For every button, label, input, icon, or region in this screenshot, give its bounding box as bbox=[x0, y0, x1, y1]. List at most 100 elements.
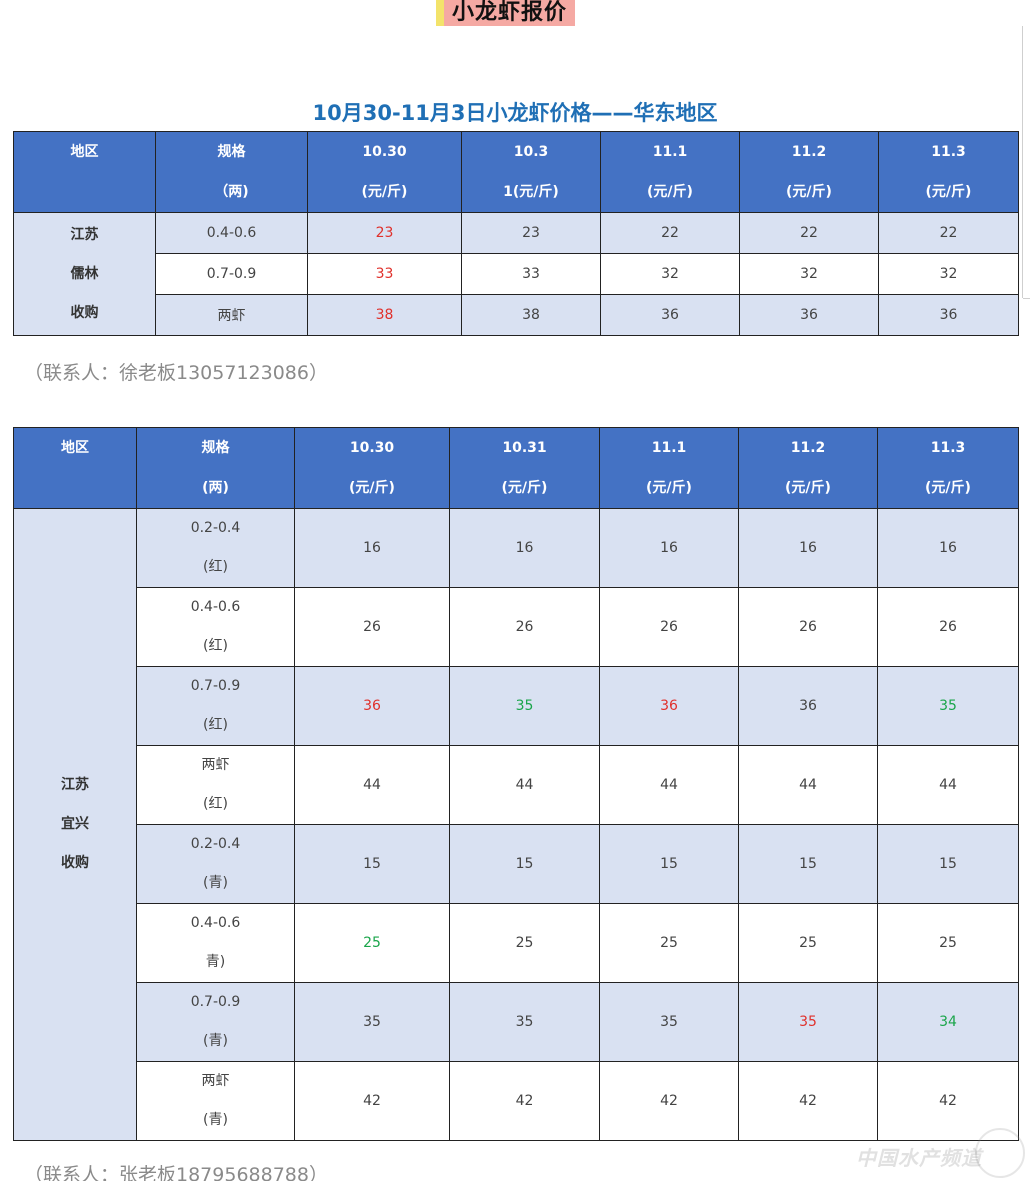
price-cell: 36 bbox=[878, 294, 1019, 336]
price-cell: 36 bbox=[738, 666, 878, 746]
header-date: 11.3 (元/斤) bbox=[878, 131, 1019, 213]
page-banner: 小龙虾报价 bbox=[436, 0, 576, 26]
price-cell: 26 bbox=[294, 587, 450, 667]
table-row: 两虾 (红) 44 44 44 44 44 bbox=[13, 745, 1019, 825]
price-cell: 32 bbox=[878, 253, 1019, 295]
price-cell: 42 bbox=[294, 1061, 450, 1141]
price-cell: 36 bbox=[599, 666, 739, 746]
price-cell: 42 bbox=[599, 1061, 739, 1141]
price-cell: 35 bbox=[294, 982, 450, 1062]
price-cell: 36 bbox=[294, 666, 450, 746]
spec-cell: 0.7-0.9 (红) bbox=[136, 666, 295, 746]
contact-line: （联系人：徐老板13057123086） bbox=[24, 362, 328, 384]
spec-cell: 0.7-0.9 bbox=[155, 253, 308, 295]
header-region: 地区 bbox=[13, 131, 156, 213]
price-table-rulin: 地区 规格 （两) 10.30 (元/斤) 10.3 1(元/斤) 11.1 (元/斤)… bbox=[13, 131, 1019, 336]
price-cell: 26 bbox=[877, 587, 1019, 667]
price-cell: 16 bbox=[599, 508, 739, 588]
price-cell: 44 bbox=[294, 745, 450, 825]
spec-cell: 0.4-0.6 (红) bbox=[136, 587, 295, 667]
banner-title: 小龙虾报价 bbox=[444, 0, 576, 26]
price-cell: 35 bbox=[449, 666, 600, 746]
right-divider bbox=[1022, 26, 1023, 298]
price-cell: 22 bbox=[739, 212, 879, 254]
table-row: 江苏 儒林 收购 0.4-0.6 23 23 22 22 22 bbox=[13, 212, 1019, 336]
header-region: 地区 bbox=[13, 427, 137, 509]
header-spec: 规格 （两) bbox=[155, 131, 308, 213]
price-cell: 35 bbox=[599, 982, 739, 1062]
table1-title: 10月30-11月3日小龙虾价格——华东地区 bbox=[312, 101, 718, 125]
price-cell: 35 bbox=[877, 666, 1019, 746]
spec-cell: 0.7-0.9 (青) bbox=[136, 982, 295, 1062]
price-cell: 25 bbox=[599, 903, 739, 983]
price-cell: 44 bbox=[877, 745, 1019, 825]
price-cell: 42 bbox=[877, 1061, 1019, 1141]
price-cell: 38 bbox=[307, 294, 462, 336]
price-cell: 25 bbox=[449, 903, 600, 983]
price-cell: 15 bbox=[599, 824, 739, 904]
price-cell: 42 bbox=[738, 1061, 878, 1141]
price-cell: 44 bbox=[599, 745, 739, 825]
spec-cell: 0.2-0.4 (红) bbox=[136, 508, 295, 588]
table-row: 0.4-0.6 青) 25 25 25 25 25 bbox=[13, 903, 1019, 983]
price-cell: 34 bbox=[877, 982, 1019, 1062]
spec-cell: 0.4-0.6 bbox=[155, 212, 308, 254]
price-cell: 35 bbox=[738, 982, 878, 1062]
price-table-yixing: 地区 规格 (两) 10.30 (元/斤) 10.31 (元/斤) 11.1 (元/斤)… bbox=[13, 427, 1019, 1141]
price-cell: 36 bbox=[600, 294, 740, 336]
right-divider-tick bbox=[1023, 298, 1030, 299]
region-cell: 江苏 宜兴 收购 bbox=[13, 508, 137, 1141]
price-cell: 44 bbox=[738, 745, 878, 825]
price-cell: 15 bbox=[294, 824, 450, 904]
price-cell: 23 bbox=[461, 212, 601, 254]
price-cell: 16 bbox=[294, 508, 450, 588]
price-cell: 32 bbox=[739, 253, 879, 295]
table-row: 两虾 (青) 42 42 42 42 42 bbox=[13, 1061, 1019, 1141]
table-row: 0.7-0.9 (红) 36 35 36 36 35 bbox=[13, 666, 1019, 746]
spec-cell: 两虾 (青) bbox=[136, 1061, 295, 1141]
price-cell: 38 bbox=[461, 294, 601, 336]
table-row: 0.7-0.9 (青) 35 35 35 35 34 bbox=[13, 982, 1019, 1062]
price-cell: 16 bbox=[877, 508, 1019, 588]
price-cell: 15 bbox=[877, 824, 1019, 904]
spec-cell: 0.4-0.6 青) bbox=[136, 903, 295, 983]
table-row: 0.4-0.6 (红) 26 26 26 26 26 bbox=[13, 587, 1019, 667]
table-row: 两虾 38 38 36 36 36 bbox=[13, 294, 1019, 336]
price-cell: 44 bbox=[449, 745, 600, 825]
header-date: 11.2 (元/斤) bbox=[738, 427, 878, 509]
price-cell: 15 bbox=[449, 824, 600, 904]
header-date: 11.1 (元/斤) bbox=[600, 131, 740, 213]
price-cell: 26 bbox=[599, 587, 739, 667]
price-cell: 16 bbox=[738, 508, 878, 588]
price-cell: 26 bbox=[449, 587, 600, 667]
header-date: 11.2 (元/斤) bbox=[739, 131, 879, 213]
price-cell: 35 bbox=[449, 982, 600, 1062]
price-cell: 25 bbox=[294, 903, 450, 983]
watermark-text: 中国水产频道 bbox=[856, 1146, 982, 1170]
price-cell: 32 bbox=[600, 253, 740, 295]
region-cell: 江苏 儒林 收购 bbox=[13, 212, 156, 336]
header-date: 11.3 (元/斤) bbox=[877, 427, 1019, 509]
price-cell: 33 bbox=[461, 253, 601, 295]
header-date: 10.31(元/斤) bbox=[449, 427, 600, 509]
price-cell: 25 bbox=[738, 903, 878, 983]
price-cell: 36 bbox=[739, 294, 879, 336]
header-date: 10.30 (元/斤) bbox=[294, 427, 450, 509]
spec-cell: 0.2-0.4 (青) bbox=[136, 824, 295, 904]
header-spec: 规格 (两) bbox=[136, 427, 295, 509]
price-cell: 33 bbox=[307, 253, 462, 295]
price-cell: 23 bbox=[307, 212, 462, 254]
price-cell: 26 bbox=[738, 587, 878, 667]
price-cell: 22 bbox=[878, 212, 1019, 254]
table-row: 0.2-0.4 (青) 15 15 15 15 15 bbox=[13, 824, 1019, 904]
banner-accent-bar bbox=[436, 0, 444, 26]
price-cell: 22 bbox=[600, 212, 740, 254]
price-cell: 25 bbox=[877, 903, 1019, 983]
price-cell: 15 bbox=[738, 824, 878, 904]
price-cell: 42 bbox=[449, 1061, 600, 1141]
header-date: 10.30 (元/斤) bbox=[307, 131, 462, 213]
spec-cell: 两虾 bbox=[155, 294, 308, 336]
watermark-globe-icon bbox=[975, 1128, 1025, 1178]
price-cell: 16 bbox=[449, 508, 600, 588]
